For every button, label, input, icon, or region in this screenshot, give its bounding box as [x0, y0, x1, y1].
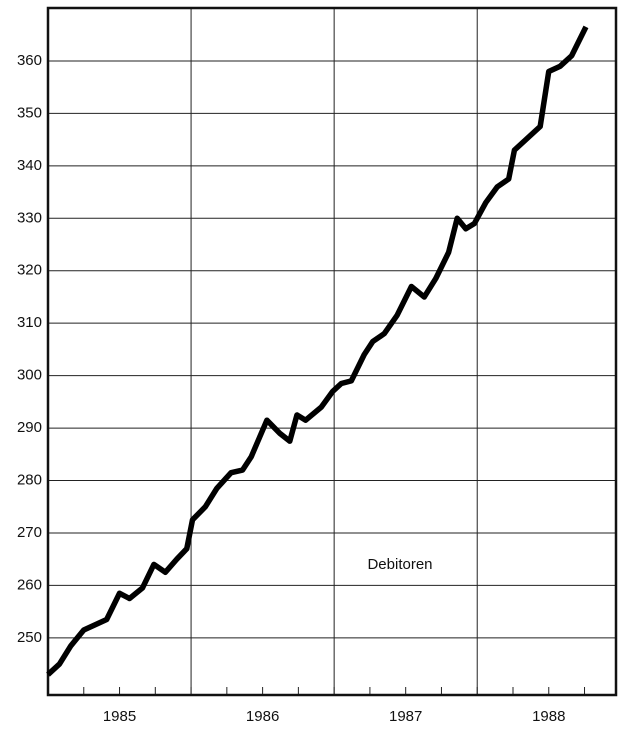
x-tick-label: 1986 — [246, 708, 279, 725]
x-tick-label: 1988 — [532, 708, 565, 725]
y-tick-label: 350 — [17, 104, 42, 121]
x-tick-label: 1985 — [103, 708, 136, 725]
y-tick-label: 300 — [17, 367, 42, 384]
y-tick-label: 340 — [17, 157, 42, 174]
y-tick-label: 320 — [17, 262, 42, 279]
y-tick-label: 270 — [17, 524, 42, 541]
annotation: Debitoren — [367, 556, 432, 573]
y-tick-label: 330 — [17, 209, 42, 226]
plot-frame — [46, 6, 618, 697]
y-tick-label: 260 — [17, 576, 42, 593]
y-tick-label: 360 — [17, 52, 42, 69]
y-tick-label: 280 — [17, 471, 42, 488]
y-tick-label: 290 — [17, 419, 42, 436]
y-tick-label: 310 — [17, 314, 42, 331]
x-tick-label: 1987 — [389, 708, 422, 725]
y-tick-label: 250 — [17, 629, 42, 646]
data-line — [46, 25, 589, 677]
